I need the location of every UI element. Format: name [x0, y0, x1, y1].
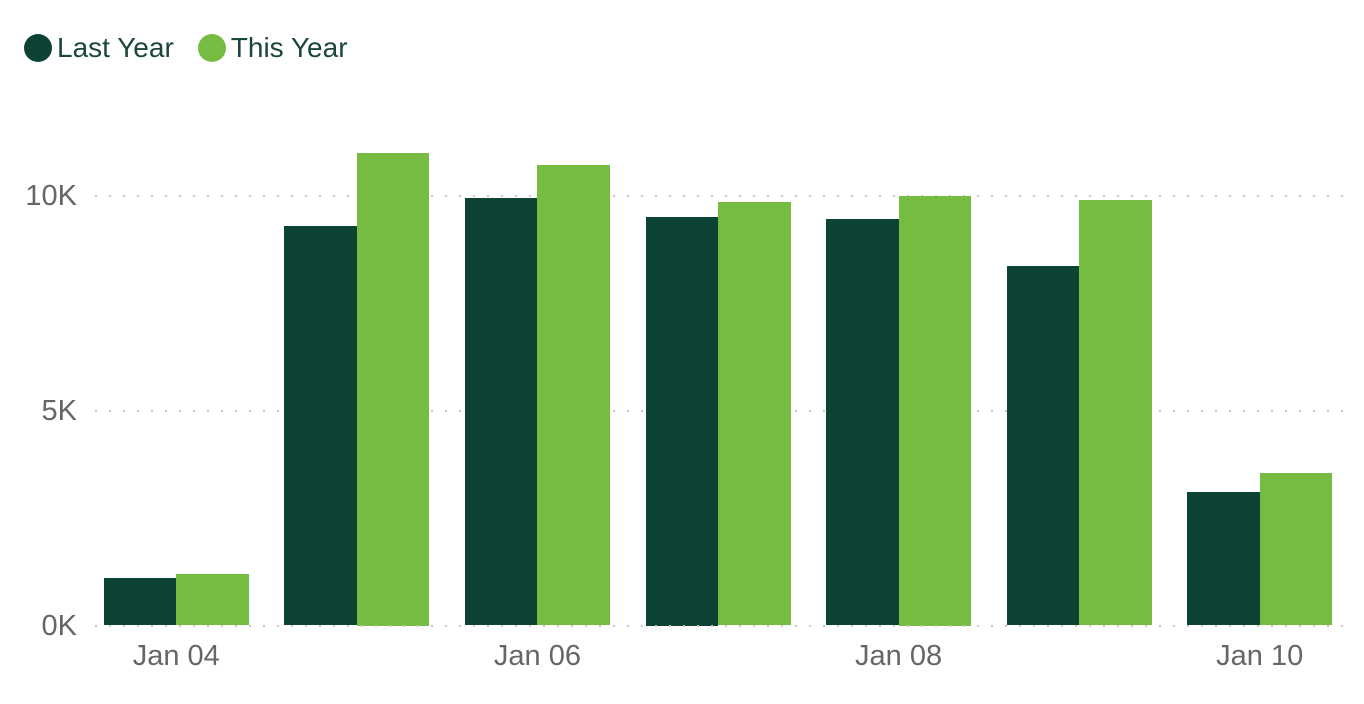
- bar-this-year-jan-09[interactable]: [1079, 199, 1152, 626]
- y-axis-label-0k: 0K: [41, 609, 77, 642]
- gridline-10k: [95, 194, 1345, 197]
- bar-this-year-jan-10[interactable]: [1259, 472, 1333, 626]
- bar-last-year-jan-09[interactable]: [1006, 266, 1080, 626]
- bar-this-year-jan-04[interactable]: [176, 573, 249, 626]
- y-axis-label-10k: 10K: [25, 179, 77, 212]
- bar-last-year-jan-06[interactable]: [464, 197, 538, 626]
- x-axis-label-jan-04: Jan 04: [132, 640, 220, 672]
- bar-last-year-jan-05[interactable]: [284, 225, 357, 626]
- bar-this-year-jan-06[interactable]: [537, 165, 610, 626]
- y-axis-label-5k: 5K: [41, 394, 77, 427]
- legend-label-last-year: Last Year: [57, 32, 174, 63]
- x-axis-label-jan-08: Jan 08: [855, 640, 943, 672]
- legend-dot-this-year-icon: [197, 34, 226, 62]
- bar-last-year-jan-10[interactable]: [1187, 492, 1260, 626]
- bar-this-year-jan-05[interactable]: [356, 152, 430, 626]
- legend: Last Year This Year: [24, 32, 348, 64]
- legend-dot-last-year-icon: [24, 34, 52, 62]
- x-axis-label-jan-10: Jan 10: [1216, 640, 1304, 672]
- bar-this-year-jan-07[interactable]: [718, 201, 791, 626]
- bar-last-year-jan-04[interactable]: [103, 578, 177, 626]
- legend-item-this-year[interactable]: This Year: [197, 32, 348, 64]
- bar-last-year-jan-08[interactable]: [826, 219, 899, 626]
- legend-label-this-year: This Year: [230, 32, 348, 63]
- gridline-0k: [95, 624, 1345, 627]
- bar-last-year-jan-07[interactable]: [645, 217, 718, 626]
- legend-item-last-year[interactable]: Last Year: [24, 32, 174, 64]
- x-axis-label-jan-06: Jan 06: [493, 640, 581, 672]
- bar-this-year-jan-08[interactable]: [898, 195, 972, 626]
